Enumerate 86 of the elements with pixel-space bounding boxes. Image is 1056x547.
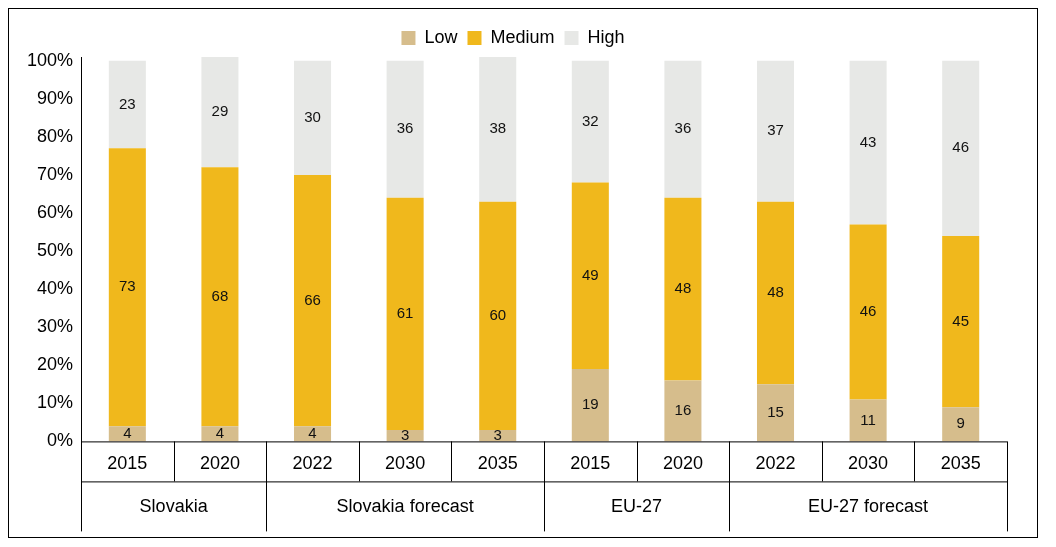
text: EU-27 forecast [808, 496, 929, 517]
text: Slovakia [139, 496, 209, 517]
bar [479, 201, 517, 430]
bar [942, 407, 980, 442]
bar [664, 60, 702, 198]
text: EU-27 [611, 496, 663, 517]
bar [756, 60, 795, 202]
y-tick-label: 60% [37, 202, 74, 223]
y-tick-label: 20% [37, 354, 74, 375]
data-label: 60 [489, 305, 507, 323]
data-label: 16 [674, 401, 692, 419]
bar [201, 167, 239, 427]
bar [664, 380, 702, 442]
data-label: 9 [956, 414, 965, 432]
data-label: 37 [767, 121, 784, 139]
data-label: 3 [493, 425, 502, 443]
data-label: 45 [952, 311, 970, 329]
y-tick-label: 90% [37, 87, 74, 108]
bar [571, 60, 609, 183]
data-label: 36 [674, 119, 692, 137]
bar [201, 426, 239, 442]
y-tick-label: 100% [26, 49, 74, 70]
bar [849, 399, 887, 442]
bar [294, 426, 332, 442]
bar [479, 57, 517, 202]
bar [664, 197, 702, 381]
bar [571, 182, 609, 370]
data-label: 36 [396, 119, 414, 137]
bar [942, 60, 980, 236]
data-label: 66 [304, 290, 321, 308]
legend-label: Medium [490, 26, 555, 47]
bar [386, 197, 424, 430]
bar [108, 148, 146, 427]
data-label: 43 [859, 132, 877, 150]
y-tick-label: 50% [37, 240, 74, 261]
x-tick-label: 2022 [292, 453, 333, 474]
data-label: 4 [123, 423, 132, 441]
legend-label: Low [424, 26, 459, 47]
data-label: 4 [308, 423, 317, 441]
x-tick-label: 2035 [477, 453, 518, 474]
y-tick-label: 10% [37, 392, 74, 413]
data-label: 32 [581, 111, 599, 129]
x-tick-label: 2022 [755, 453, 796, 474]
bar [386, 60, 424, 198]
data-label: 29 [211, 102, 229, 120]
data-label: 46 [952, 138, 970, 156]
data-label: 19 [581, 395, 599, 413]
data-label: 68 [211, 286, 229, 304]
x-tick-label: 2020 [199, 453, 240, 474]
data-label: 49 [581, 265, 599, 283]
data-label: 48 [674, 279, 692, 297]
x-tick-label: 2015 [107, 453, 148, 474]
x-tick-label: 2030 [385, 453, 426, 474]
x-tick-label: 2035 [940, 453, 981, 474]
bar [571, 369, 609, 442]
data-label: 38 [489, 119, 507, 137]
y-tick-label: 80% [37, 125, 74, 146]
data-label: 3 [400, 425, 410, 443]
data-label: 48 [767, 283, 784, 301]
y-tick-label: 70% [37, 163, 74, 184]
bar [756, 201, 795, 385]
bar [756, 384, 795, 442]
x-tick-label: 2030 [848, 453, 889, 474]
x-tick-label: 2015 [570, 453, 611, 474]
data-label: 23 [118, 94, 136, 112]
bar [294, 60, 332, 175]
bar [108, 426, 146, 442]
data-label: 11 [860, 410, 876, 428]
data-label: 4 [215, 423, 225, 441]
bar [942, 235, 980, 408]
data-label: 15 [767, 403, 784, 420]
x-tick-label: 2020 [662, 453, 703, 474]
data-label: 73 [118, 277, 136, 295]
bar [849, 224, 887, 400]
y-tick-label: 0% [47, 430, 74, 451]
data-label: 46 [859, 302, 877, 320]
data-label: 30 [304, 108, 321, 126]
bar [849, 60, 887, 225]
bar [108, 60, 146, 149]
text: Slovakia forecast [336, 496, 474, 517]
bar [201, 57, 239, 168]
y-tick-label: 40% [37, 278, 74, 299]
legend-label: High [587, 26, 625, 47]
data-label: 61 [396, 304, 414, 322]
y-tick-label: 30% [37, 316, 74, 337]
bar [294, 174, 332, 427]
